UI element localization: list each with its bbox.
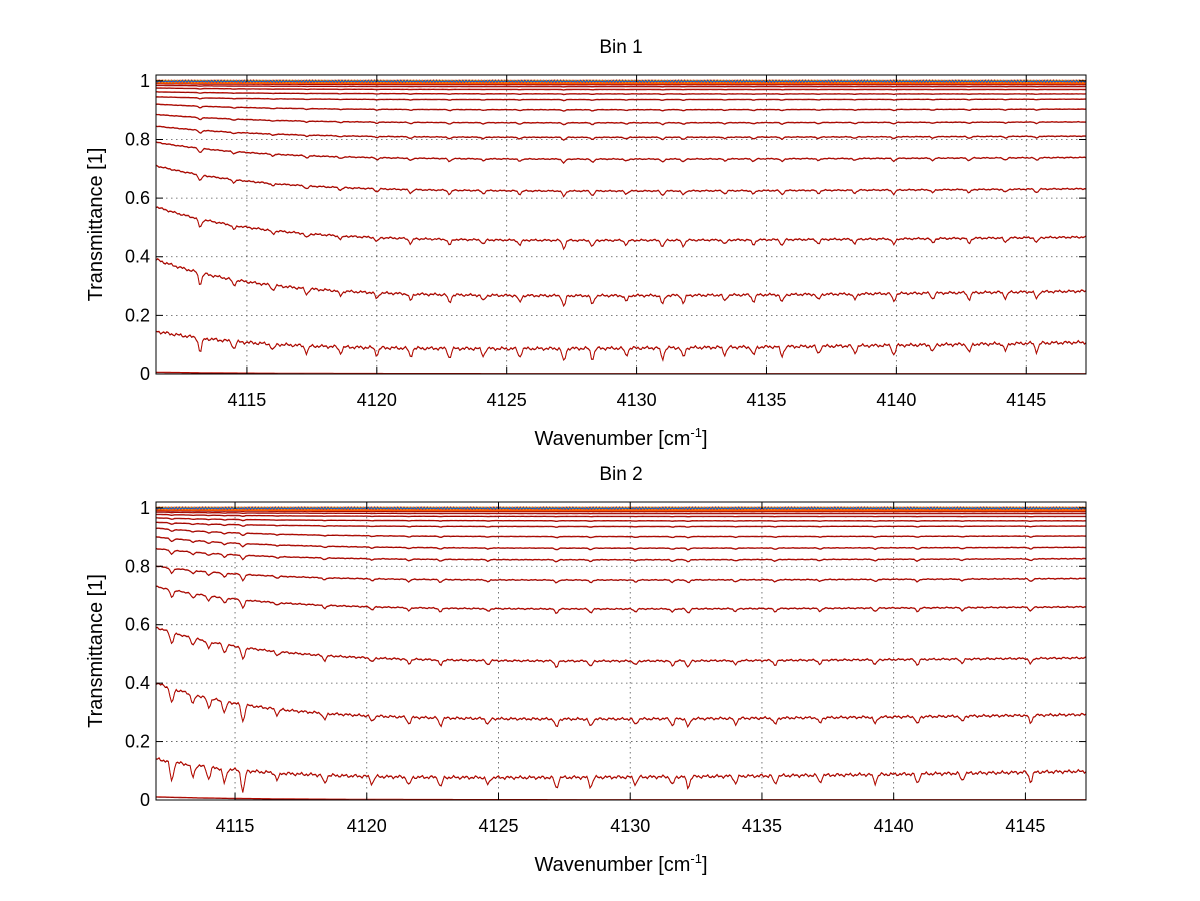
series-line — [156, 511, 1086, 515]
plot-area — [156, 502, 1086, 800]
series-line — [156, 511, 1086, 514]
series-line — [156, 683, 1086, 729]
series-line — [156, 626, 1086, 668]
series-line — [156, 96, 1086, 102]
chart-bin-1: 4115 4120 4125 4130 4135 4140 4145 0 0.2 0.4 0.6 0.… — [85, 37, 1087, 450]
series-line — [156, 79, 1086, 83]
series-line — [156, 103, 1086, 111]
series-line — [156, 548, 1086, 563]
y-axis-label: Transmittance [1] — [85, 148, 107, 302]
series-line — [156, 510, 1086, 513]
series-line — [156, 506, 1086, 510]
x-tick-label: 4140 — [876, 390, 916, 410]
x-tick-label: 4125 — [487, 390, 527, 410]
chart-title: Bin 1 — [599, 37, 642, 58]
x-tick-label: 4115 — [228, 390, 267, 410]
series-line — [156, 513, 1086, 517]
series-line — [156, 521, 1086, 528]
x-tick-label: 4145 — [1005, 816, 1045, 836]
series-line — [156, 258, 1086, 307]
series-line — [156, 514, 1086, 518]
x-axis-label: Wavenumber [cm-1] — [534, 851, 707, 876]
series-line — [156, 164, 1086, 197]
series-line — [156, 527, 1086, 538]
series-line — [156, 585, 1086, 615]
series-line — [156, 522, 1086, 528]
series-line — [156, 87, 1086, 90]
chart-bin-2: 4115 4120 4125 4130 4135 4140 4145 0 0.2 0.4 0.6 0.… — [85, 464, 1087, 876]
y-tick-label: 0 — [140, 364, 150, 384]
series-group — [156, 79, 1086, 374]
series-line — [156, 527, 1086, 539]
series-line — [156, 81, 1086, 85]
series-line — [156, 141, 1086, 164]
x-axis-label: Wavenumber [cm-1] — [534, 425, 707, 450]
x-tick-label: 4135 — [742, 816, 782, 836]
series-line — [156, 206, 1086, 251]
series-line — [156, 517, 1086, 522]
series-line — [156, 796, 1086, 800]
series-line — [156, 141, 1086, 164]
series-line — [156, 330, 1086, 361]
x-tick-label: 4130 — [617, 390, 657, 410]
series-line — [156, 79, 1086, 83]
series-line — [156, 85, 1086, 88]
y-tick-label: 1 — [140, 71, 150, 91]
y-tick-label: 0.4 — [125, 673, 150, 693]
series-line — [156, 125, 1086, 141]
series-group — [156, 506, 1086, 800]
y-axis-label: Transmittance [1] — [85, 574, 107, 728]
series-line — [156, 91, 1086, 95]
x-tick-label: 4130 — [610, 816, 650, 836]
y-tick-label: 1 — [140, 498, 150, 518]
series-line — [156, 627, 1086, 668]
chart-title: Bin 2 — [599, 464, 642, 485]
series-line — [156, 91, 1086, 96]
x-tick-label: 4120 — [347, 816, 387, 836]
series-line — [156, 565, 1086, 584]
series-line — [156, 96, 1086, 101]
y-tick-label: 0.2 — [125, 732, 150, 752]
series-line — [156, 536, 1086, 550]
series-line — [156, 756, 1086, 792]
x-tick-label: 4120 — [357, 390, 397, 410]
series-line — [156, 164, 1086, 198]
x-tick-label: 4135 — [746, 390, 786, 410]
series-line — [156, 83, 1086, 86]
y-tick-label: 0.8 — [125, 129, 150, 149]
plot-area — [156, 75, 1086, 374]
series-line — [156, 114, 1086, 126]
axes-frame — [155, 501, 1087, 801]
x-tick-label: 4140 — [874, 816, 914, 836]
series-line — [156, 371, 1086, 374]
series-line — [156, 585, 1086, 614]
series-line — [156, 796, 1086, 800]
series-line — [156, 757, 1086, 793]
series-line — [156, 682, 1086, 727]
series-line — [156, 547, 1086, 562]
series-line — [156, 517, 1086, 523]
series-line — [156, 565, 1086, 583]
series-line — [156, 103, 1086, 112]
series-line — [156, 536, 1086, 551]
axes-frame — [155, 74, 1087, 375]
series-line — [156, 113, 1086, 125]
y-tick-label: 0 — [140, 790, 150, 810]
y-tick-label: 0.2 — [125, 305, 150, 325]
x-tick-label: 4145 — [1006, 390, 1046, 410]
y-tick-label: 0.6 — [125, 615, 150, 635]
series-line — [156, 87, 1086, 91]
series-line — [156, 331, 1086, 363]
series-line — [156, 258, 1086, 308]
x-tick-label: 4115 — [216, 816, 255, 836]
series-line — [156, 125, 1086, 141]
y-tick-label: 0.4 — [125, 247, 150, 267]
y-tick-label: 0.8 — [125, 556, 150, 576]
x-tick-label: 4125 — [478, 816, 518, 836]
y-tick-label: 0.6 — [125, 188, 150, 208]
series-line — [156, 206, 1086, 250]
series-line — [156, 84, 1086, 87]
